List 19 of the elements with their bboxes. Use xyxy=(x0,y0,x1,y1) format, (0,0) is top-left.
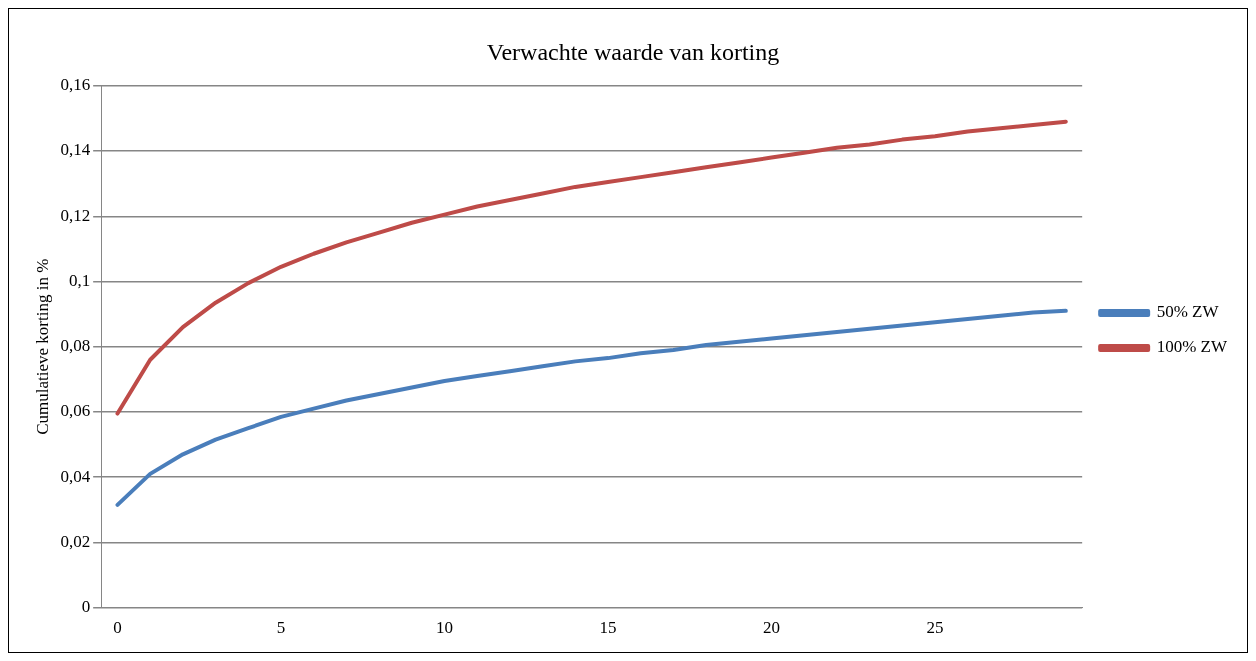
legend-label: 100% ZW xyxy=(1156,337,1228,357)
chart-title: Verwachte waarde van korting xyxy=(486,38,780,65)
y-tick-label: 0,12 xyxy=(60,205,91,225)
x-tick-label: 5 xyxy=(276,618,286,638)
x-tick-label: 20 xyxy=(763,618,781,638)
y-tick-label: 0,02 xyxy=(60,531,91,551)
y-axis-title: Cumulatieve korting in % xyxy=(32,258,52,435)
y-tick-label: 0 xyxy=(81,597,91,617)
legend-label: 50% ZW xyxy=(1156,302,1220,322)
y-tick-label: 0,06 xyxy=(60,401,91,421)
y-tick-label: 0,04 xyxy=(60,466,91,486)
x-tick-label: 10 xyxy=(436,618,453,638)
y-tick-label: 0,08 xyxy=(60,336,91,356)
y-tick-label: 0,1 xyxy=(68,270,91,290)
x-tick-label: 25 xyxy=(926,618,944,638)
y-tick-label: 0,16 xyxy=(60,75,91,95)
x-tick-label: 15 xyxy=(599,618,617,638)
y-tick-label: 0,14 xyxy=(60,140,91,160)
x-tick-label: 0 xyxy=(113,618,122,638)
